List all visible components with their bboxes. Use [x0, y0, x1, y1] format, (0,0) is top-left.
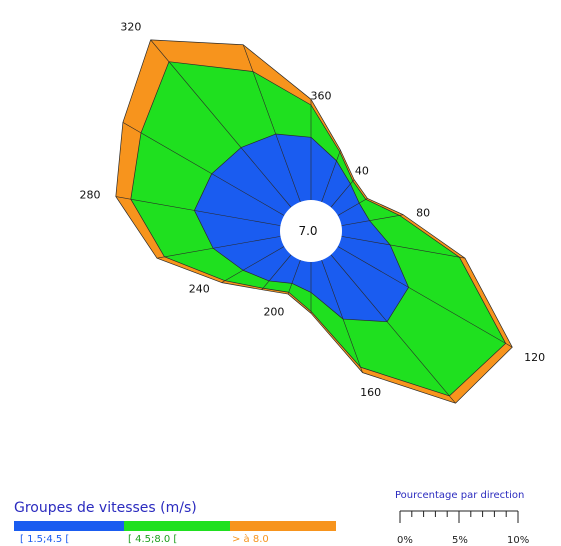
legend-swatch-high — [230, 521, 336, 531]
spoke-120 — [337, 246, 513, 348]
legend-swatch-mid — [124, 521, 230, 531]
direction-label-360: 360 — [311, 89, 332, 102]
spoke-300 — [122, 122, 285, 216]
spoke-240 — [221, 246, 285, 283]
direction-label-160: 160 — [360, 386, 381, 399]
percent-scale-ruler — [399, 510, 519, 523]
spoke-60 — [337, 198, 368, 216]
legend-label-mid: [ 4.5;8.0 [ — [128, 534, 178, 545]
spoke-200 — [287, 260, 301, 295]
spoke-260 — [156, 236, 281, 259]
direction-label-320: 320 — [120, 21, 141, 34]
spoke-320 — [150, 39, 292, 208]
center-label: 7.0 — [298, 224, 317, 238]
center-calm-circle — [280, 200, 342, 262]
spoke-40 — [330, 179, 355, 208]
spoke-280 — [115, 196, 281, 226]
direction-label-240: 240 — [189, 283, 210, 296]
direction-labels: 40 80 120 160 200 240 280 320 360 — [79, 21, 545, 399]
direction-label-280: 280 — [79, 188, 100, 201]
scale-title: Pourcentage par direction — [395, 490, 525, 501]
spoke-100 — [341, 236, 466, 259]
spoke-80 — [341, 214, 404, 226]
spoke-340 — [242, 44, 301, 202]
scale-tick-10: 10% — [507, 535, 530, 546]
direction-label-40: 40 — [355, 164, 369, 177]
direction-label-120: 120 — [524, 351, 545, 364]
direction-label-200: 200 — [263, 305, 284, 318]
spoke-160 — [321, 260, 363, 373]
legend-label-low: [ 1.5;4.5 [ — [20, 534, 70, 545]
rose-spokes — [115, 39, 513, 404]
direction-label-80: 80 — [416, 207, 430, 220]
spoke-20 — [321, 149, 341, 202]
scale-tick-0: 0% — [397, 535, 413, 546]
spoke-220 — [261, 254, 292, 290]
legend-label-high: > à 8.0 — [232, 534, 269, 545]
spoke-140 — [330, 254, 456, 404]
legend-title: Groupes de vitesses (m/s) — [14, 500, 197, 516]
scale-tick-5: 5% — [452, 535, 468, 546]
legend-swatch-low — [14, 521, 124, 531]
